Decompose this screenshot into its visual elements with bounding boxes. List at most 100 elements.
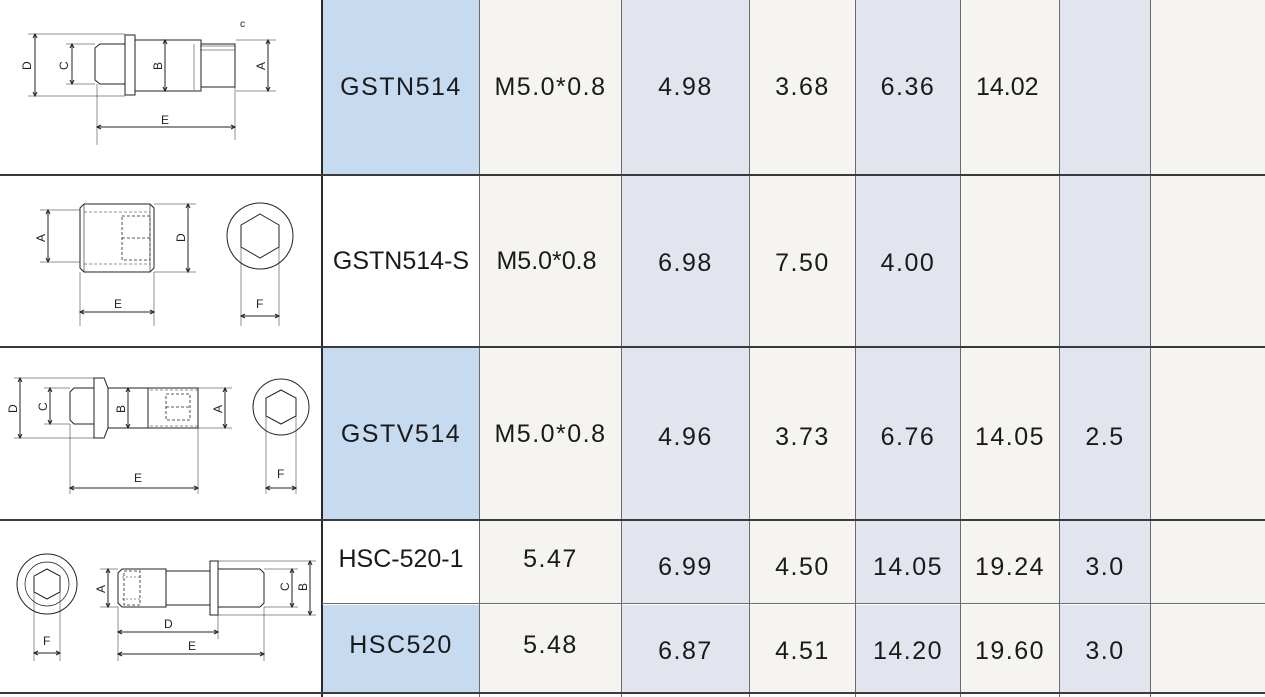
model-cell: GSTV514 xyxy=(323,348,479,520)
value-cell xyxy=(1060,176,1150,347)
grid-line xyxy=(322,603,1265,604)
dim-label-c: C xyxy=(278,582,292,591)
value-cell: 4.51 xyxy=(750,605,855,692)
thread-cell: M5.0*0.8 xyxy=(480,0,621,175)
dim-label-b: B xyxy=(114,405,128,413)
value-cell xyxy=(1151,605,1265,692)
dim-label-a: A xyxy=(211,405,225,413)
part-drawing-hsc520: A C B D E F xyxy=(0,521,322,692)
value-cell: 4.96 xyxy=(622,348,749,520)
grid-line xyxy=(1150,0,1151,697)
value-text: 14.20 xyxy=(872,637,944,665)
value-text: 14.05 xyxy=(872,553,944,581)
value-text: 19.60 xyxy=(974,637,1046,665)
grid-line xyxy=(1059,0,1060,697)
value-text: 4.51 xyxy=(775,637,830,665)
value-cell: 4.50 xyxy=(750,521,855,604)
value-cell: 14.05 xyxy=(856,521,960,604)
dim-label-a: A xyxy=(34,234,48,242)
value-text: 4.96 xyxy=(658,422,713,451)
grid-line xyxy=(479,0,480,697)
grid-line xyxy=(621,0,622,697)
model-text: GSTV514 xyxy=(340,419,462,448)
thread-cell: 5.47 xyxy=(480,521,621,604)
dim-label-c: C xyxy=(57,61,71,70)
value-text: 6.99 xyxy=(658,553,713,581)
grid-line xyxy=(0,346,1265,348)
grid-line xyxy=(0,519,1265,521)
dim-label-e: E xyxy=(161,113,169,127)
value-cell: 6.87 xyxy=(622,605,749,692)
value-text: 4.00 xyxy=(880,249,936,277)
model-cell: HSC520 xyxy=(323,605,479,692)
value-cell: 6.36 xyxy=(856,0,960,175)
part-drawing-gstn514: D C B A E c xyxy=(0,0,322,174)
value-text: 3.73 xyxy=(775,422,830,451)
thread-text: 5.47 xyxy=(523,545,578,573)
value-text: 6.76 xyxy=(880,422,936,451)
dim-label-c: C xyxy=(36,402,50,411)
model-text: GSTN514 xyxy=(340,73,462,101)
value-text: 19.24 xyxy=(974,553,1046,581)
dim-label-d: D xyxy=(174,233,188,242)
value-cell: 4.00 xyxy=(856,176,960,347)
thread-cell: M5.0*0.8 xyxy=(480,348,621,520)
value-text: 14.02 xyxy=(976,73,1039,101)
value-cell: 14.05 xyxy=(961,348,1059,520)
grid-line xyxy=(321,0,323,697)
dim-label-b: B xyxy=(151,62,165,70)
value-cell: 2.5 xyxy=(1060,348,1150,520)
value-text: 6.87 xyxy=(658,637,713,665)
grid-line xyxy=(855,0,856,697)
model-cell: GSTN514 xyxy=(323,0,479,175)
dim-label-d: D xyxy=(164,617,173,631)
dim-label-e: E xyxy=(134,471,142,485)
dim-label-e: E xyxy=(188,639,196,653)
value-text: 3.0 xyxy=(1085,553,1125,581)
value-text: 2.5 xyxy=(1085,422,1125,451)
value-cell xyxy=(1151,521,1265,604)
dim-label-e: E xyxy=(114,297,122,311)
value-cell: 19.24 xyxy=(961,521,1059,604)
value-cell xyxy=(1060,0,1150,175)
thread-text: 5.48 xyxy=(523,631,578,659)
value-cell: 14.20 xyxy=(856,605,960,692)
dim-label-b: B xyxy=(296,583,310,591)
dim-label-d: D xyxy=(20,61,34,70)
value-cell: 3.0 xyxy=(1060,605,1150,692)
grid-line xyxy=(749,0,750,697)
model-text: GSTN514-S xyxy=(332,247,470,275)
value-text: 14.05 xyxy=(974,422,1046,451)
dim-label-f: F xyxy=(43,634,50,648)
dim-label-c-small: c xyxy=(240,19,245,30)
dim-label-f: F xyxy=(256,297,263,311)
value-cell: 3.68 xyxy=(750,0,855,175)
thread-cell: 5.48 xyxy=(480,605,621,692)
value-cell xyxy=(1151,0,1265,175)
model-text: HSC520 xyxy=(349,631,453,659)
value-text: 6.36 xyxy=(880,73,936,101)
thread-cell: M5.0*0.8 xyxy=(480,176,621,347)
dim-label-f: F xyxy=(277,467,284,481)
dim-label-a: A xyxy=(254,62,268,70)
model-text: HSC-520-1 xyxy=(338,545,464,573)
value-text: 3.68 xyxy=(775,73,830,101)
value-cell: 4.98 xyxy=(622,0,749,175)
value-text: 7.50 xyxy=(775,249,830,277)
model-cell: HSC-520-1 xyxy=(323,521,479,604)
model-cell: GSTN514-S xyxy=(323,176,479,347)
value-cell: 19.60 xyxy=(961,605,1059,692)
thread-text: M5.0*0.8 xyxy=(496,247,597,275)
value-cell: 3.73 xyxy=(750,348,855,520)
grid-line xyxy=(960,0,961,697)
value-cell xyxy=(1151,348,1265,520)
value-cell: 14.02 xyxy=(961,0,1059,175)
dim-label-a: A xyxy=(94,585,108,593)
value-cell xyxy=(1151,176,1265,347)
value-cell: 7.50 xyxy=(750,176,855,347)
value-text: 4.50 xyxy=(775,553,830,581)
value-cell: 6.76 xyxy=(856,348,960,520)
thread-text: M5.0*0.8 xyxy=(494,419,607,448)
part-drawing-gstv514: D C B A E F xyxy=(0,348,322,519)
